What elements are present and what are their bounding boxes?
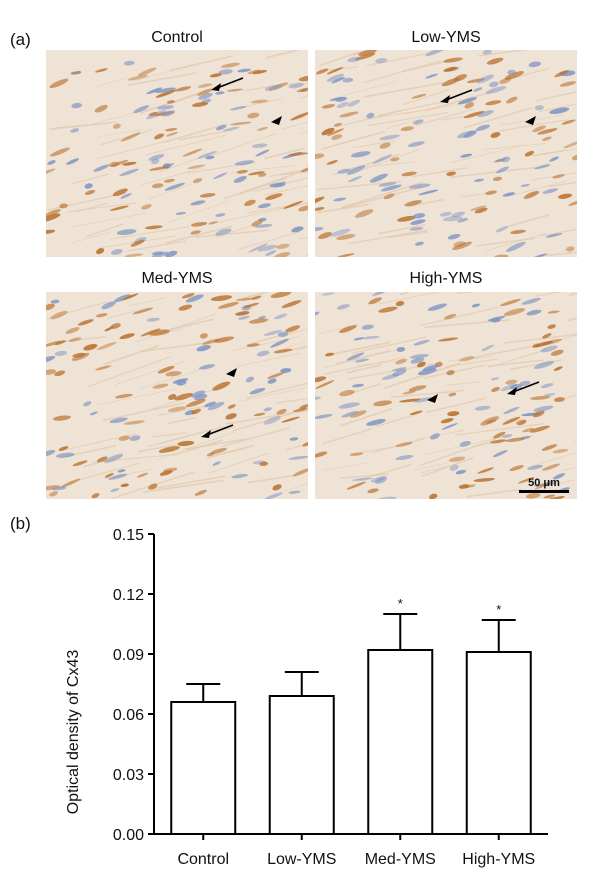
scale-bar: 50 μm — [519, 477, 569, 493]
scale-bar-label: 50 μm — [528, 477, 560, 489]
bar-control — [170, 701, 237, 835]
arrow-marker — [211, 77, 244, 91]
arrowhead-marker — [427, 394, 438, 403]
micrograph-low-yms — [315, 50, 577, 257]
x-tick-label: Low-YMS — [267, 851, 336, 868]
panel-a-label: (a) — [10, 30, 31, 49]
bar-high-yms — [465, 651, 532, 835]
arrowhead-marker — [226, 368, 237, 377]
y-tick-label: 0.15 — [113, 527, 144, 544]
arrowhead-marker — [525, 116, 536, 125]
bar-low-yms — [268, 695, 335, 835]
x-tick-label: Control — [177, 851, 229, 868]
arrowhead-marker — [271, 116, 282, 125]
bar-chart: Optical density of Cx43 0.00 0.03 0.06 0.09… — [65, 527, 548, 868]
significance-marker: * — [398, 596, 403, 611]
panel-b-label: (b) — [10, 514, 31, 533]
arrow-marker — [201, 424, 234, 438]
x-tick-label: Med-YMS — [365, 851, 436, 868]
image-title-med-yms: Med-YMS — [141, 270, 213, 287]
y-axis-label: Optical density of Cx43 — [65, 650, 82, 815]
y-tick-label: 0.06 — [113, 707, 144, 724]
bar-med-yms — [367, 649, 434, 835]
arrow-marker — [440, 89, 473, 103]
x-tick-label: High-YMS — [462, 851, 535, 868]
micrograph-high-yms: 50 μm — [315, 292, 577, 499]
micrograph-med-yms — [46, 292, 308, 499]
micrograph-control — [46, 50, 308, 257]
y-tick-label: 0.00 — [113, 827, 144, 844]
significance-marker: * — [496, 602, 501, 617]
image-title-high-yms: High-YMS — [409, 270, 483, 287]
y-tick-label: 0.12 — [113, 587, 144, 604]
image-title-low-yms: Low-YMS — [411, 29, 481, 46]
arrow-marker — [507, 381, 540, 395]
y-tick-label: 0.09 — [113, 647, 144, 664]
scale-bar-line — [519, 490, 569, 493]
y-tick-label: 0.03 — [113, 767, 144, 784]
image-title-control: Control — [151, 29, 203, 46]
